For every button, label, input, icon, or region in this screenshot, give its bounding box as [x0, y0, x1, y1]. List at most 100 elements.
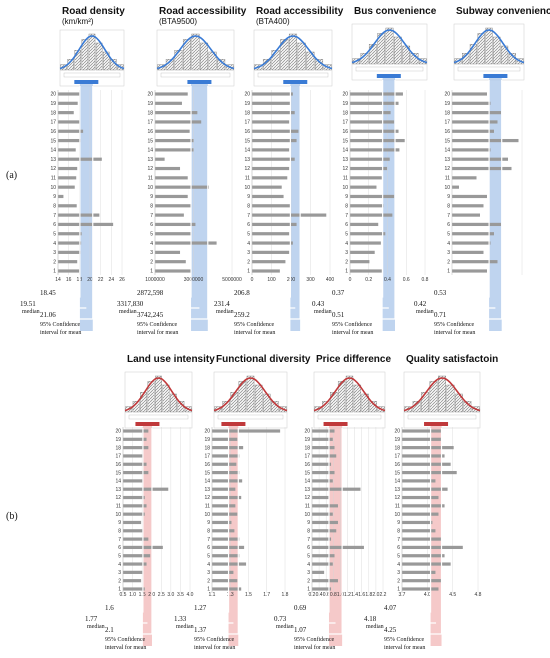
row-bar — [252, 232, 290, 236]
bracket-lower — [135, 86, 192, 298]
row-label: 20 — [147, 92, 153, 98]
row-bar — [252, 176, 288, 180]
row-label: 15 — [244, 138, 250, 144]
row-label: 16 — [444, 129, 450, 135]
ci-band — [79, 84, 93, 331]
row-bar — [252, 213, 327, 217]
row-bar — [252, 120, 290, 124]
row-bar — [123, 437, 147, 441]
row-label: 10 — [342, 185, 348, 191]
row-label: 16 — [50, 129, 56, 135]
section-label-a: (a) — [6, 170, 17, 181]
row-label: 13 — [115, 487, 121, 493]
row-bar — [155, 148, 194, 152]
x-tick-label: 1.1 — [209, 592, 216, 598]
row-label: 6 — [307, 545, 310, 551]
row-label: 1 — [397, 587, 400, 593]
ci-upper-value: 0.71 — [434, 311, 447, 319]
row-label: 20 — [244, 92, 250, 98]
row-label: 16 — [147, 129, 153, 135]
row-bar — [252, 194, 284, 199]
row-label: 13 — [342, 157, 348, 163]
row-bar — [58, 260, 78, 264]
ci-caption-2: interval for mean — [332, 329, 373, 336]
row-bar — [452, 194, 487, 199]
row-bar — [350, 129, 399, 133]
row-bar — [212, 429, 281, 433]
hist-bar — [95, 42, 103, 71]
row-label: 17 — [204, 454, 210, 460]
median-value: 0.43 — [312, 300, 325, 308]
row-bar — [252, 185, 282, 189]
row-label: 19 — [444, 101, 450, 107]
row-label: 19 — [204, 437, 210, 443]
bracket-upper — [232, 86, 301, 320]
ci-marker — [376, 74, 401, 78]
row-bar — [402, 545, 463, 550]
row-bar — [212, 579, 238, 583]
row-label: 12 — [147, 166, 153, 172]
x-tick-label: 0.5 — [120, 592, 127, 598]
panel-title: Road accessibility — [256, 6, 344, 17]
row-bar — [252, 204, 291, 208]
row-bar — [123, 537, 149, 541]
row-bar — [155, 101, 182, 105]
row-bar — [350, 232, 386, 236]
ci-lower-value: 1.6 — [105, 604, 114, 612]
ci-lower-value: 206.8 — [234, 289, 250, 297]
row-bar — [212, 487, 236, 491]
row-label: 5 — [397, 553, 400, 559]
hist-bar — [493, 36, 501, 65]
x-tick-label: 1.0 — [337, 592, 344, 598]
row-bar — [58, 129, 84, 133]
row-bar — [452, 111, 501, 115]
row-bar — [155, 222, 196, 227]
bracket-lower — [382, 428, 432, 613]
row-bar — [402, 587, 439, 591]
row-label: 19 — [244, 101, 250, 107]
hist-bar — [88, 33, 96, 71]
hist-bar — [81, 39, 89, 71]
row-bar — [350, 260, 370, 264]
x-tick-label: 1.5 — [139, 592, 146, 598]
row-label: 14 — [115, 479, 121, 485]
row-label: 3 — [53, 250, 56, 256]
median-word: median — [87, 624, 105, 630]
row-bar — [452, 204, 484, 208]
row-bar — [452, 185, 459, 189]
row-bar — [58, 166, 78, 171]
row-bar — [350, 222, 379, 227]
row-bar — [58, 111, 74, 115]
row-bar — [252, 166, 290, 171]
row-label: 18 — [342, 110, 348, 116]
median-word: median — [22, 309, 40, 315]
ci-caption-2: interval for mean — [40, 329, 81, 336]
row-label: 3 — [150, 250, 153, 256]
row-label: 11 — [343, 176, 348, 182]
row-bar — [58, 241, 82, 245]
x-tick-label: 200 — [287, 277, 296, 283]
ci-band — [328, 426, 343, 646]
row-label: 13 — [244, 157, 250, 163]
row-label: 4 — [118, 562, 121, 568]
row-bar — [252, 101, 291, 105]
row-bar — [123, 520, 142, 525]
row-label: 12 — [444, 166, 450, 172]
row-label: 3 — [397, 570, 400, 576]
row-bar — [402, 520, 433, 525]
row-label: 1 — [247, 269, 250, 275]
row-bar — [58, 250, 81, 254]
x-tick-label: 0.6 — [403, 277, 410, 283]
hist-bar — [162, 384, 170, 413]
row-bar — [155, 204, 192, 208]
hist-bar — [337, 381, 346, 413]
hist-bar — [246, 375, 255, 413]
row-bar — [312, 487, 361, 491]
box-strip — [407, 414, 477, 420]
x-tick-label: 0.2 — [309, 592, 316, 598]
row-bar — [58, 176, 77, 180]
x-tick-label: 3.7 — [399, 592, 406, 598]
x-tick-label: 4.0 — [187, 592, 194, 598]
row-bar — [155, 260, 186, 264]
row-bar — [452, 213, 480, 217]
